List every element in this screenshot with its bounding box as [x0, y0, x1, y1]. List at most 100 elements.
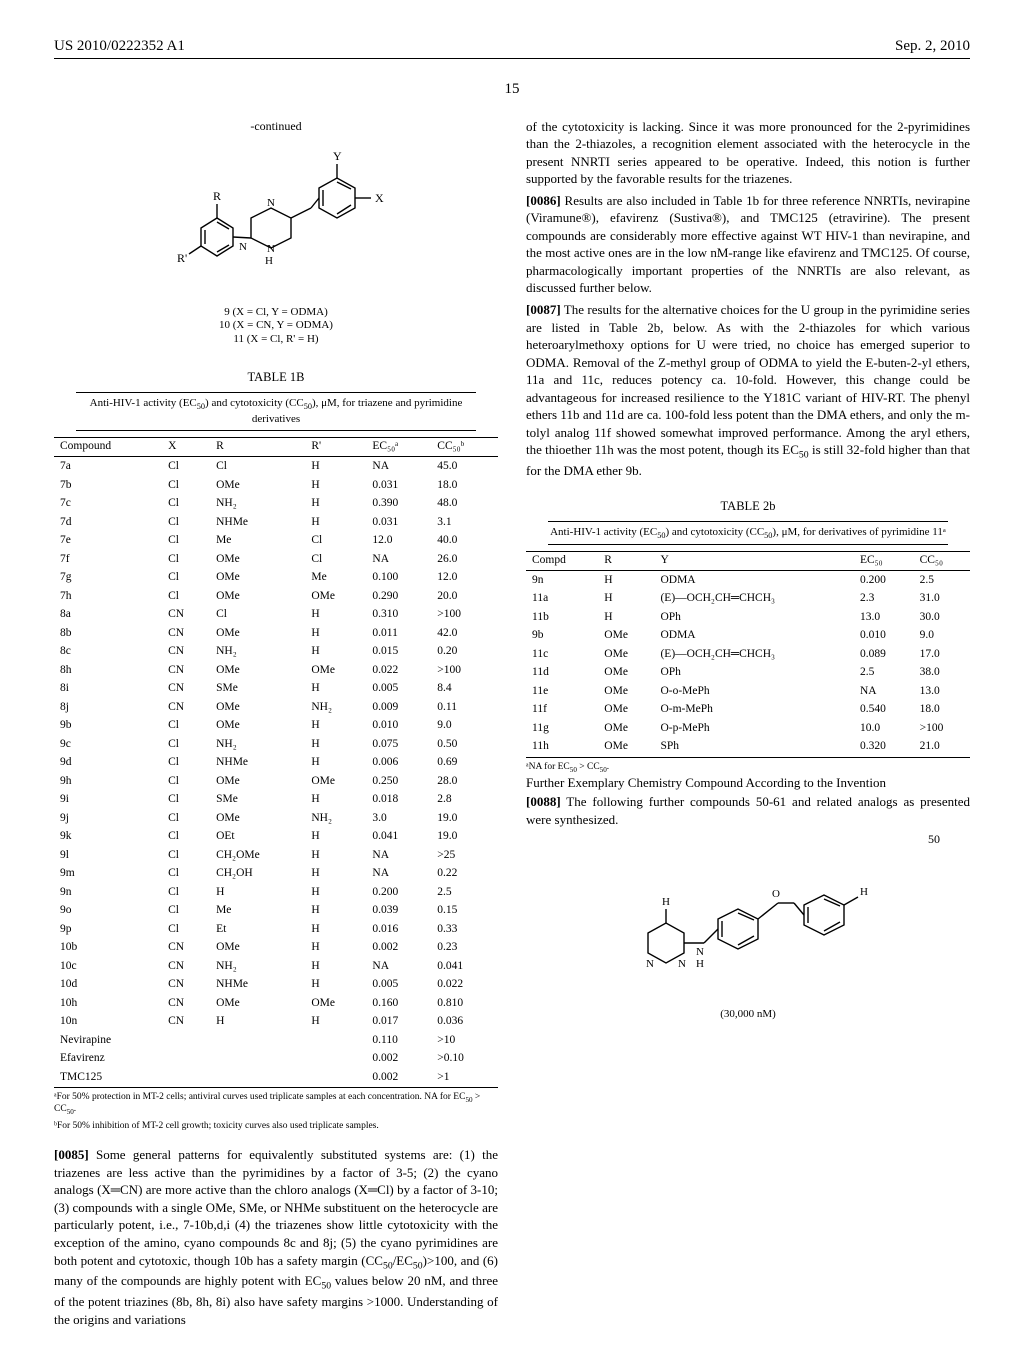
svg-text:X: X	[375, 191, 384, 205]
table-cell: 2.3	[854, 590, 914, 609]
table-cell: CH₂OMe	[210, 846, 305, 865]
pub-date: Sep. 2, 2010	[895, 36, 970, 56]
table-cell: 18.0	[914, 701, 970, 720]
table-cell	[162, 1069, 210, 1088]
caption-line1: 9 (X = Cl, Y = ODMA)	[224, 306, 328, 318]
caption-line3: 11 (X = Cl, R' = H)	[233, 333, 318, 345]
right-column: of the cytotoxicity is lacking. Since it…	[526, 118, 970, 1331]
table-row: 10hCNOMeOMe0.1600.810	[54, 994, 498, 1013]
table-row: 9bClOMeH0.0109.0	[54, 717, 498, 736]
para-0087: [0087] The results for the alternative c…	[526, 301, 970, 480]
left-column: -continued	[54, 118, 498, 1331]
table-row: 8bCNOMeH0.01142.0	[54, 624, 498, 643]
table-cell: 0.540	[854, 701, 914, 720]
table-cell: H	[305, 976, 366, 995]
table-cell	[305, 1050, 366, 1069]
table1b-header: X	[162, 437, 210, 457]
table-cell: CN	[162, 976, 210, 995]
table-cell: Me	[305, 569, 366, 588]
table-row: 7gClOMeMe0.10012.0	[54, 569, 498, 588]
table-cell: Cl	[162, 828, 210, 847]
table-cell: 0.22	[431, 865, 498, 884]
table1b-footnote-a: ᵃFor 50% protection in MT-2 cells; antiv…	[54, 1092, 498, 1117]
table-row: 8aCNClH0.310>100	[54, 606, 498, 625]
table-row: 7eClMeCl12.040.0	[54, 532, 498, 551]
table-cell: Cl	[162, 754, 210, 773]
table-cell: 0.036	[431, 1013, 498, 1032]
table-cell: 0.69	[431, 754, 498, 773]
table2b-header: Compd	[526, 551, 598, 571]
table-cell: Cl	[162, 587, 210, 606]
table-cell: 0.33	[431, 920, 498, 939]
table-cell: 11e	[526, 682, 598, 701]
table-cell: 11c	[526, 645, 598, 664]
table-cell: CN	[162, 1013, 210, 1032]
table-cell: 9j	[54, 809, 162, 828]
table-cell: 0.320	[854, 738, 914, 757]
table-cell	[162, 1031, 210, 1050]
svg-text:H: H	[662, 896, 670, 908]
table-cell: 7g	[54, 569, 162, 588]
table-cell: 2.5	[431, 883, 498, 902]
compound-50-caption: (30,000 nM)	[526, 1007, 970, 1022]
table-cell: OMe	[210, 569, 305, 588]
table-cell: 11h	[526, 738, 598, 757]
table-cell: 7b	[54, 476, 162, 495]
svg-text:H: H	[696, 958, 704, 970]
table-cell: OPh	[654, 608, 853, 627]
table-cell: 0.15	[431, 902, 498, 921]
table-cell: NH₂	[305, 698, 366, 717]
table-cell: Me	[210, 902, 305, 921]
table-cell: OEt	[210, 828, 305, 847]
table-cell: 8.4	[431, 680, 498, 699]
table-cell: Cl	[162, 809, 210, 828]
svg-text:O: O	[772, 888, 780, 900]
table-cell	[210, 1031, 305, 1050]
table-row: 9bOMeODMA0.0109.0	[526, 627, 970, 646]
table-cell: 11g	[526, 719, 598, 738]
table-cell: CH₂OH	[210, 865, 305, 884]
table-cell: H	[210, 883, 305, 902]
table-cell: O-o-MePh	[654, 682, 853, 701]
table-cell: CN	[162, 643, 210, 662]
table-cell: 45.0	[431, 457, 498, 476]
table-cell: 0.039	[366, 902, 431, 921]
para-0088: [0088] The following further compounds 5…	[526, 793, 970, 828]
table-cell: >0.10	[431, 1050, 498, 1069]
table-cell: OMe	[210, 624, 305, 643]
table-cell: 0.016	[366, 920, 431, 939]
table-row: 7fClOMeClNA26.0	[54, 550, 498, 569]
table-cell: 3.0	[366, 809, 431, 828]
table-cell: OMe	[210, 587, 305, 606]
continued-label: -continued	[54, 118, 498, 134]
table-cell: H	[598, 608, 654, 627]
table-cell: 0.002	[366, 939, 431, 958]
table-row: 9kClOEtH0.04119.0	[54, 828, 498, 847]
table-cell: H	[305, 883, 366, 902]
table-cell: H	[305, 643, 366, 662]
table-row: 9mClCH₂OHHNA0.22	[54, 865, 498, 884]
table-cell: 0.089	[854, 645, 914, 664]
table-row: 10dCNNHMeH0.0050.022	[54, 976, 498, 995]
table-cell: H	[598, 571, 654, 590]
table2b-title: TABLE 2b	[526, 498, 970, 515]
table-cell: 20.0	[431, 587, 498, 606]
table-cell: 7c	[54, 495, 162, 514]
table-cell: OMe	[598, 682, 654, 701]
table-cell: O-m-MePh	[654, 701, 853, 720]
table-row: 8iCNSMeH0.0058.4	[54, 680, 498, 699]
table-cell: OMe	[210, 717, 305, 736]
table-cell: 0.005	[366, 976, 431, 995]
table-row: 11gOMeO-p-MePh10.0>100	[526, 719, 970, 738]
table-cell: 0.390	[366, 495, 431, 514]
table-row: 11cOMe(E)—OCH₂CH═CHCH₃0.08917.0	[526, 645, 970, 664]
table-cell: Cl	[162, 735, 210, 754]
table-cell: 10d	[54, 976, 162, 995]
table-cell: 0.005	[366, 680, 431, 699]
table-cell: H	[305, 735, 366, 754]
svg-text:Y: Y	[333, 149, 342, 163]
table-row: TMC1250.002>1	[54, 1069, 498, 1088]
table-cell: H	[305, 457, 366, 476]
table1b-header: R	[210, 437, 305, 457]
table-cell: NA	[854, 682, 914, 701]
